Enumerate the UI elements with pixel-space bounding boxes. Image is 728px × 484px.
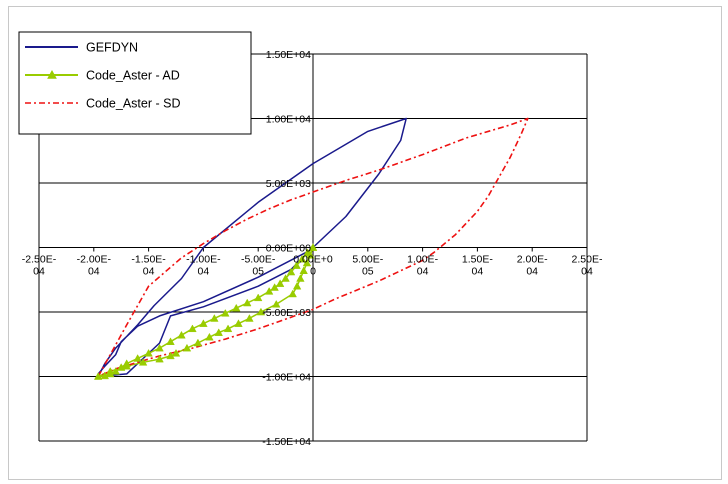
x-tick-label-1: -2.00E-04 [77,254,112,278]
series-1-point-38 [234,319,243,327]
series-1-point-28 [122,361,131,370]
series-1-point-33 [182,343,192,352]
series-1-point-5 [281,274,290,282]
series-1-point-25 [100,371,109,380]
series-1-point-48 [308,243,318,251]
legend-label-0: GEFDYN [86,41,138,55]
series-1-point-2 [297,254,307,263]
x-tick-label-8: 1.50E-04 [462,254,493,278]
series-1-point-9 [253,293,263,302]
tick-labels: -2.50E-04 -2.00E-04 -1.50E-04 -1.00E-04 -5.0… [22,49,603,448]
series-1-point-11 [232,303,241,312]
series-1-point-15 [188,324,197,333]
x-tick-label-6: 5.00E-05 [352,254,383,278]
legend-box [18,31,252,135]
y-tick-label-0: 1.50E+04 [266,49,311,61]
series-1-point-13 [210,314,219,322]
series-1-point-32 [171,348,181,357]
series-1-point-26 [93,372,103,380]
series-1-point-7 [270,283,279,291]
series-1-point-8 [264,287,274,295]
legend-label-1: Code_Aster - AD [86,69,180,83]
x-tick-label-2: -1.50E-04 [131,254,166,278]
series-1-point-39 [245,314,254,322]
series-1-point-37 [223,324,233,333]
series-1-point-43 [292,281,302,290]
y-tick-label-1: 1.00E+04 [266,114,311,126]
series-1-point-42 [288,289,297,298]
legend-marker-1 [47,69,57,79]
series-1-point-40 [256,307,266,316]
series-1-point-45 [299,266,308,275]
series-1-point-18 [155,343,164,352]
series-1-point-34 [193,338,203,347]
series-1-point-47 [306,250,315,259]
x-tick-label-10: 2.50E-04 [572,254,603,278]
series-1-point-27 [106,367,115,375]
series-1-point-44 [296,274,305,282]
series-1-point-3 [292,261,301,269]
series-1-point-20 [133,354,142,362]
y-tick-label-2: 5.00E+03 [266,178,311,190]
series-1-point-6 [275,279,285,287]
y-tick-label-3: 0.00E+00 [266,243,311,255]
series-1-point-14 [199,319,208,327]
series-1-point-41 [272,299,281,308]
series-1-point-46 [302,258,312,267]
series-1-point-23 [111,367,120,375]
y-tick-label-6: -1.50E+04 [262,436,311,448]
series-1-point-10 [243,298,252,307]
series-1-point-12 [221,308,230,317]
series-1-point-36 [214,328,223,336]
series-1-point-19 [144,348,153,357]
x-tick-label-4: -5.00E-05 [241,254,276,278]
x-tick-label-7: 1.00E-04 [407,254,438,278]
x-tick-label-3: -1.00E-04 [186,254,221,278]
series-1-point-29 [138,357,148,366]
series-1-point-30 [155,354,164,363]
series-markers [93,243,318,380]
legend: GEFDYN Code_Aster - AD Code_Aster - SD [18,31,252,135]
y-tick-label-5: -1.00E+04 [262,372,311,384]
series-1-point-16 [177,330,186,339]
series-1-point-35 [205,332,214,341]
legend-label-2: Code_Aster - SD [86,97,180,111]
series-1-point-4 [286,267,296,276]
y-tick-label-4: -5.00E+03 [262,307,311,319]
x-tick-label-9: 2.00E-04 [517,254,548,278]
x-tick-label-5: 0.00E+0 0 [293,254,333,278]
x-tick-label-0: -2.50E-04 [22,254,57,278]
series-1-point-17 [166,337,175,345]
